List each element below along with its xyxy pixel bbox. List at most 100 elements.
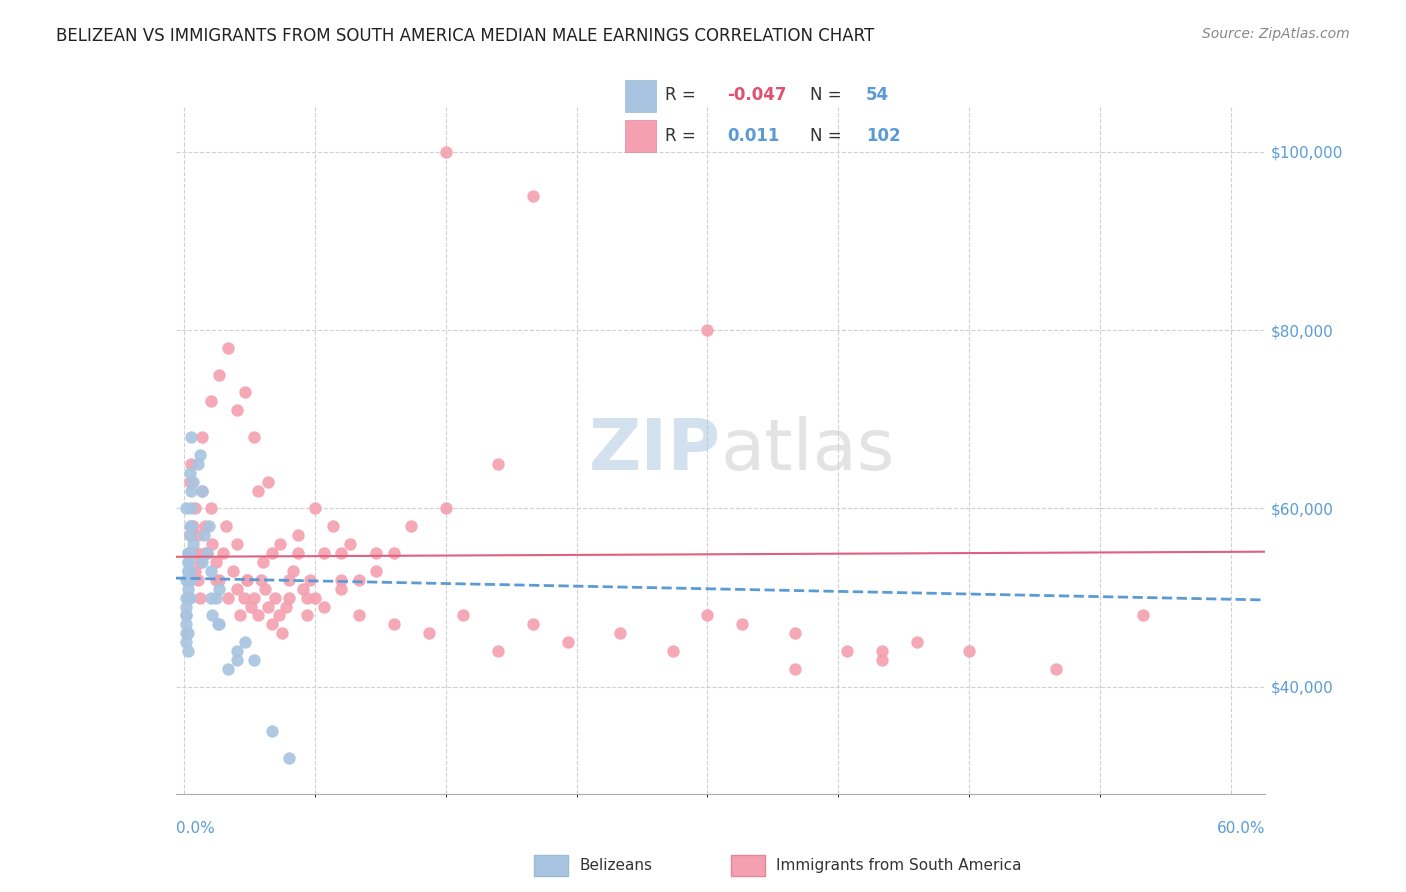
Point — [201, 608, 224, 623]
Point — [278, 573, 301, 587]
Point — [330, 573, 353, 587]
Point — [347, 608, 370, 623]
Point — [208, 582, 231, 596]
Point — [399, 519, 422, 533]
Text: ZIP: ZIP — [588, 416, 721, 485]
Point — [287, 528, 309, 542]
Point — [257, 599, 280, 614]
Point — [235, 635, 257, 649]
Point — [298, 573, 321, 587]
Text: Immigrants from South America: Immigrants from South America — [776, 858, 1022, 872]
Point — [177, 591, 200, 605]
Point — [239, 599, 262, 614]
Point — [181, 546, 204, 560]
Point — [208, 368, 231, 382]
Point — [835, 644, 858, 658]
Point — [179, 519, 201, 533]
Point — [225, 403, 247, 417]
Point — [179, 573, 201, 587]
Point — [522, 617, 544, 632]
Point — [174, 626, 197, 640]
Point — [180, 483, 202, 498]
Bar — [624, 80, 655, 112]
Point — [188, 591, 211, 605]
Point — [232, 591, 254, 605]
Point — [783, 662, 806, 676]
Point — [180, 430, 202, 444]
Point — [609, 626, 631, 640]
Point — [177, 546, 200, 560]
Point — [194, 546, 217, 560]
Point — [184, 501, 207, 516]
Point — [180, 519, 202, 533]
Text: 0.0%: 0.0% — [176, 821, 215, 836]
Point — [184, 564, 207, 578]
Point — [229, 608, 252, 623]
Point — [177, 555, 200, 569]
Point — [905, 635, 928, 649]
Point — [177, 564, 200, 578]
Point — [205, 591, 228, 605]
Point — [696, 608, 718, 623]
Point — [191, 430, 214, 444]
Text: Belizeans: Belizeans — [579, 858, 652, 872]
Point — [453, 608, 475, 623]
Point — [278, 591, 301, 605]
Point — [179, 475, 201, 489]
Bar — [731, 855, 765, 876]
Point — [191, 483, 214, 498]
Point — [177, 564, 200, 578]
Point — [274, 599, 297, 614]
Point — [957, 644, 980, 658]
Text: Source: ZipAtlas.com: Source: ZipAtlas.com — [1202, 27, 1350, 41]
Point — [174, 599, 197, 614]
Point — [267, 608, 290, 623]
Point — [287, 546, 309, 560]
Text: 0.011: 0.011 — [727, 127, 779, 145]
Point — [246, 483, 269, 498]
Point — [253, 582, 276, 596]
Point — [486, 457, 509, 471]
Point — [731, 617, 754, 632]
Text: 54: 54 — [866, 87, 889, 104]
Point — [225, 653, 247, 667]
Text: N =: N = — [810, 87, 848, 104]
Point — [312, 546, 335, 560]
Point — [191, 483, 214, 498]
Point — [180, 501, 202, 516]
Point — [1132, 608, 1154, 623]
Point — [243, 430, 266, 444]
Point — [292, 582, 315, 596]
Text: 102: 102 — [866, 127, 901, 145]
Point — [295, 608, 318, 623]
Point — [188, 555, 211, 569]
Point — [696, 323, 718, 337]
Point — [208, 573, 231, 587]
Point — [260, 617, 283, 632]
Point — [211, 546, 233, 560]
Point — [339, 537, 361, 551]
Point — [215, 519, 238, 533]
Point — [174, 608, 197, 623]
Point — [200, 564, 222, 578]
Point — [347, 573, 370, 587]
Point — [174, 617, 197, 632]
Point — [195, 546, 218, 560]
Point — [236, 573, 259, 587]
Point — [198, 519, 221, 533]
Point — [330, 546, 353, 560]
Point — [205, 555, 228, 569]
Point — [235, 385, 257, 400]
Point — [217, 341, 239, 355]
Point — [174, 591, 197, 605]
Text: 60.0%: 60.0% — [1218, 821, 1265, 836]
Point — [271, 626, 294, 640]
Point — [174, 608, 197, 623]
Point — [177, 546, 200, 560]
Point — [181, 519, 204, 533]
Point — [179, 573, 201, 587]
Point — [191, 555, 214, 569]
Point — [312, 599, 335, 614]
Point — [208, 617, 231, 632]
Point — [246, 608, 269, 623]
